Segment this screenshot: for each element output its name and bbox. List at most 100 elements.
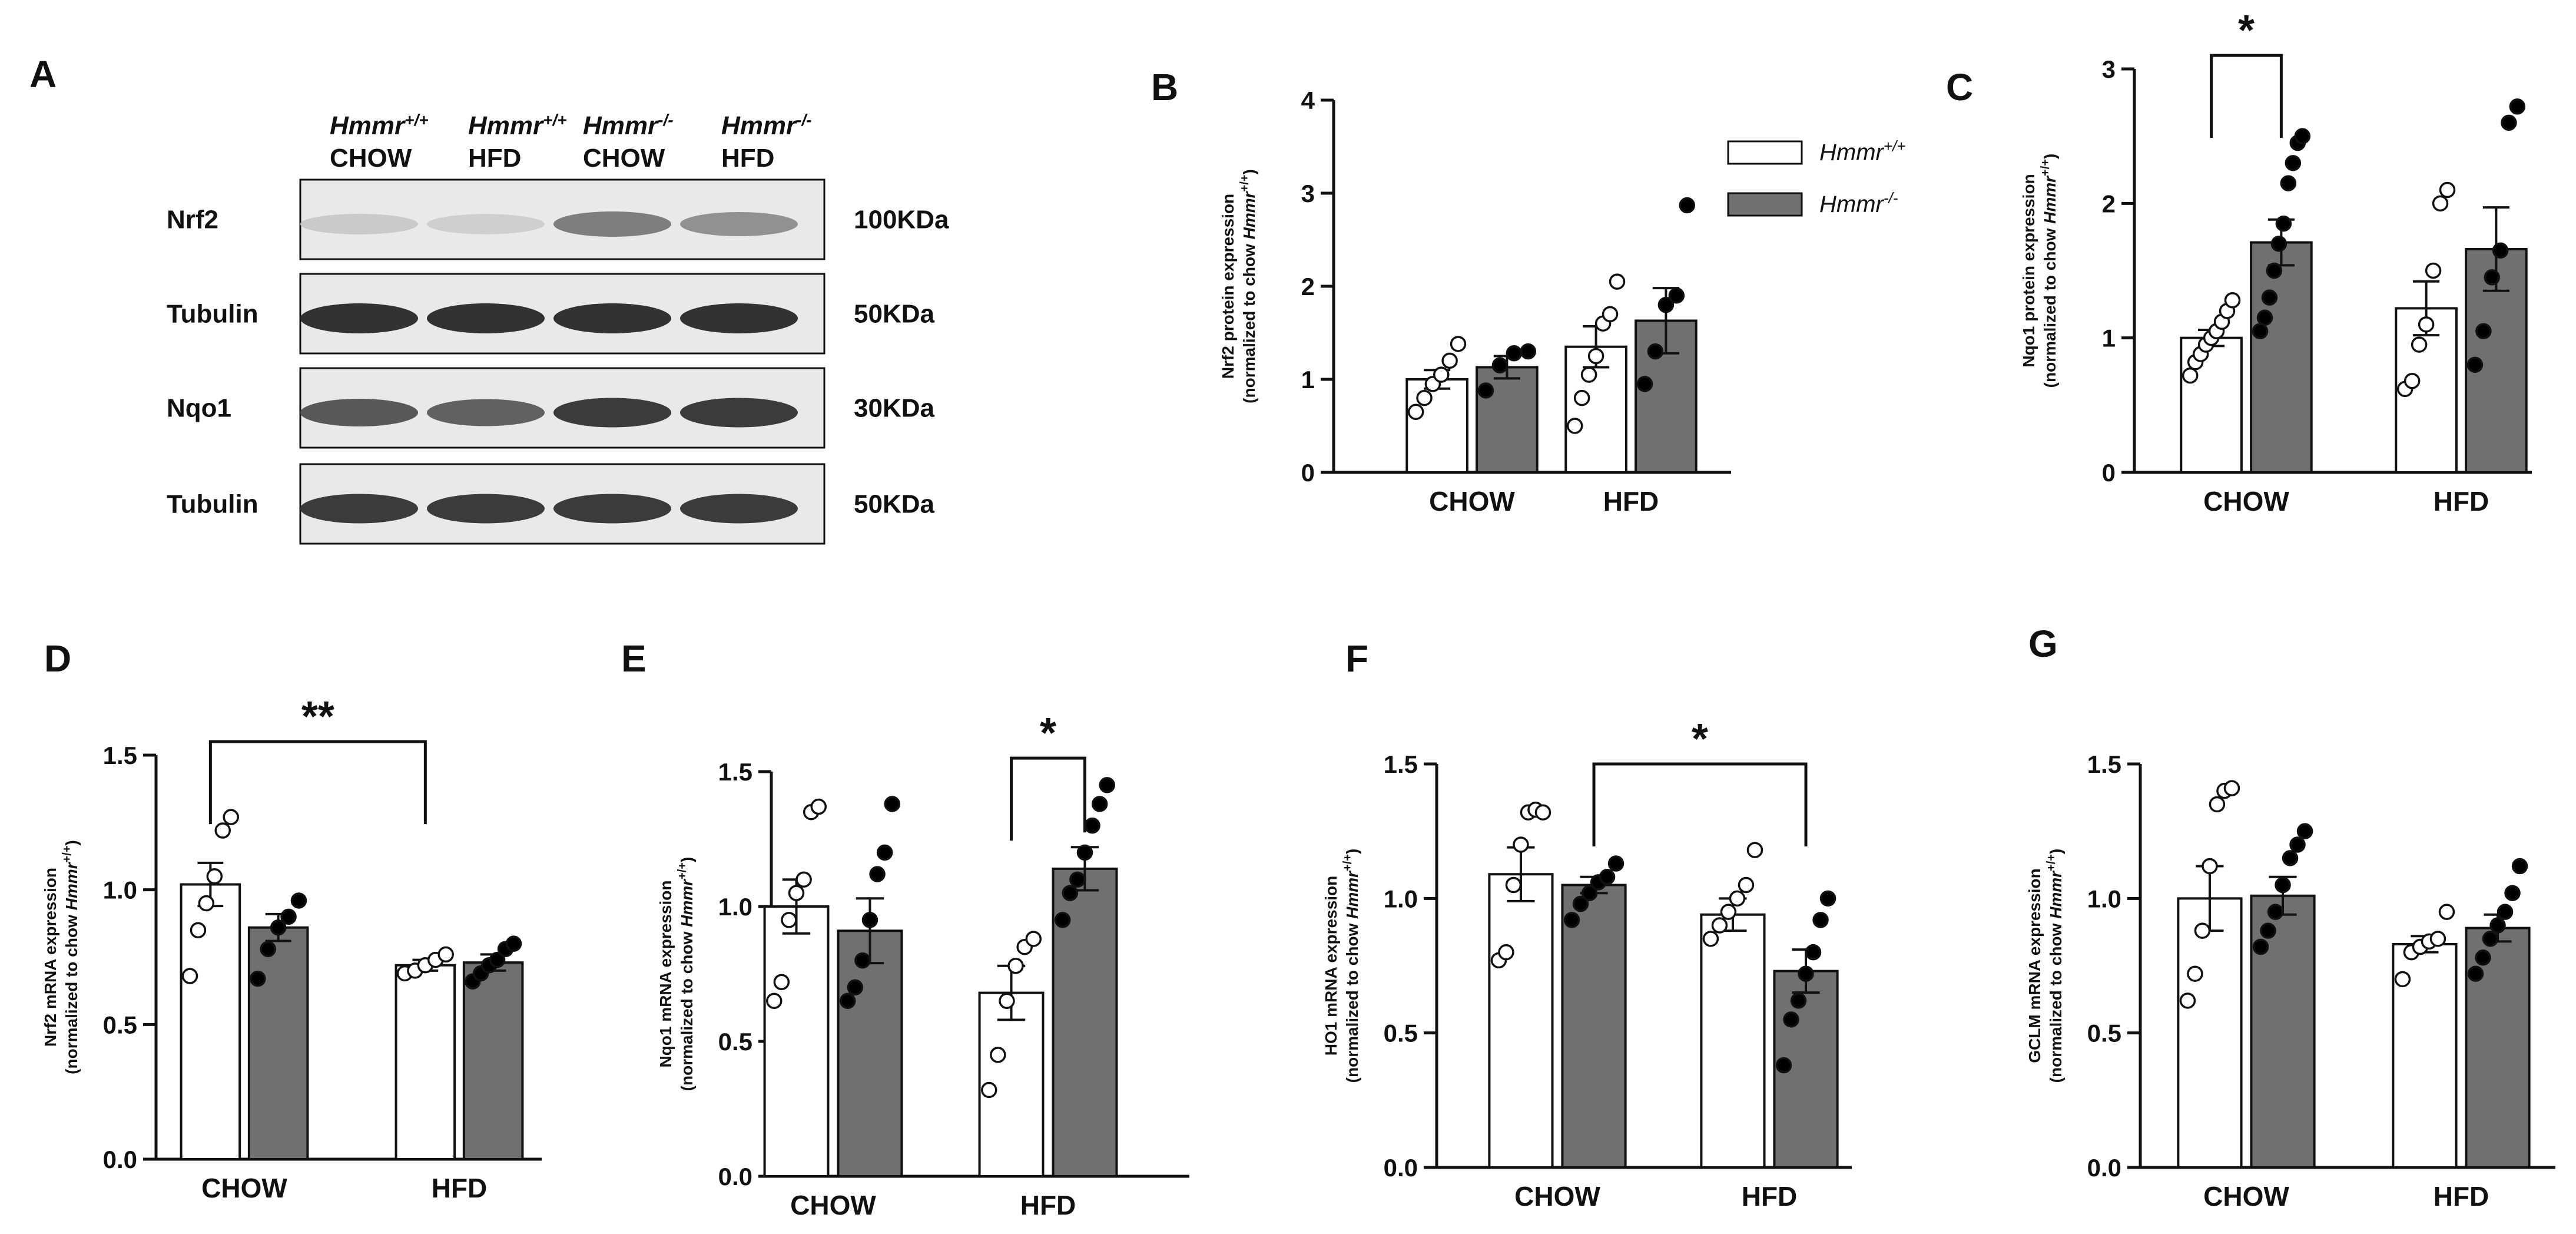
chart-d: D 0.0 0.5 1.0 1.5 Nrf2 mRNA expression (normal… — [41, 637, 542, 1203]
data-point — [2252, 938, 2269, 955]
x-category-label: CHOW — [790, 1190, 876, 1220]
data-point — [2432, 195, 2449, 212]
data-point — [1647, 343, 1664, 360]
blot-protein-0: Nrf2 — [167, 206, 218, 234]
bar-ko-chow — [2250, 241, 2313, 474]
data-point — [2266, 262, 2283, 279]
data-point — [1738, 876, 1755, 894]
y-tick-label: 0 — [1301, 459, 1315, 487]
data-point — [1416, 389, 1433, 406]
data-point — [2418, 316, 2435, 333]
data-point — [1746, 842, 1763, 858]
data-point — [1076, 844, 1093, 861]
data-point — [1636, 376, 1653, 392]
data-point — [980, 1081, 997, 1099]
data-point — [1798, 965, 1814, 982]
data-point — [2475, 323, 2492, 339]
data-point — [2501, 114, 2517, 131]
data-point — [1477, 382, 1494, 399]
lane-genotype-3: Hmmr-/- — [721, 111, 812, 141]
data-point — [280, 908, 297, 925]
data-point — [206, 868, 223, 885]
data-point — [1819, 890, 1836, 907]
y-tick-label: 4 — [1301, 87, 1315, 114]
chart-g: G 0.0 0.5 1.0 1.5 GCLM mRNA expression (normal… — [2025, 623, 2555, 1212]
data-point — [1534, 804, 1551, 821]
blot-size-2: 30KDa — [854, 394, 934, 423]
data-point — [2187, 965, 2203, 982]
y-tick-label: 1.5 — [103, 742, 137, 769]
data-point — [2223, 780, 2240, 796]
lane-genotype-0: Hmmr+/+ — [330, 111, 429, 141]
data-point — [884, 796, 901, 812]
data-point — [2411, 336, 2428, 353]
y-axis-label: Nqo1 protein expression (normalized to ch… — [2020, 154, 2059, 388]
bar-wt-hfd — [1564, 345, 1627, 474]
data-point — [2270, 236, 2287, 252]
blot-band-3-2 — [553, 494, 671, 524]
y-tick-label: 1.0 — [718, 893, 752, 921]
data-point — [1441, 352, 1458, 369]
y-tick-label: 1 — [1301, 366, 1315, 393]
data-point — [505, 935, 522, 952]
panel-label-e: E — [621, 637, 647, 680]
data-point — [1668, 287, 1685, 304]
data-point — [1587, 348, 1604, 365]
x-category-label: HFD — [2434, 1181, 2489, 1212]
data-point — [2296, 823, 2313, 839]
data-point — [1491, 357, 1509, 374]
legend-label-1: Hmmr-/- — [1819, 189, 1898, 217]
data-point — [788, 885, 805, 901]
data-point — [1025, 931, 1042, 947]
data-point — [2394, 971, 2411, 988]
y-tick-label: 2 — [1301, 273, 1315, 300]
data-point — [1609, 273, 1626, 290]
significance-bracket — [1592, 762, 1808, 846]
data-point — [1711, 917, 1728, 934]
y-tick-label: 0.0 — [1384, 1154, 1418, 1182]
blot-band-1-3 — [680, 303, 798, 333]
data-point — [1062, 885, 1079, 901]
data-point — [876, 844, 893, 861]
y-tick-label: 2 — [2102, 190, 2116, 217]
panel-label-c: C — [1946, 66, 1973, 108]
data-point — [2497, 904, 2514, 920]
y-tick-label: 1 — [2102, 325, 2116, 352]
data-point — [2482, 931, 2499, 947]
lane-diet-0: CHOW — [330, 144, 412, 173]
blot-size-1: 50KDa — [854, 300, 934, 329]
x-category-label: CHOW — [2203, 1181, 2289, 1212]
data-point — [1520, 343, 1537, 360]
legend-label-0: Hmmr+/+ — [1819, 137, 1905, 166]
bar-wt-chow — [763, 905, 830, 1177]
blot-band-0-2 — [553, 211, 671, 237]
lane-diet-2: CHOW — [583, 144, 665, 173]
y-tick-label: 0.5 — [2087, 1020, 2121, 1047]
y-tick-label: 0.5 — [1384, 1020, 1418, 1047]
data-point — [990, 1047, 1006, 1063]
data-point — [1084, 817, 1100, 834]
data-point — [214, 822, 231, 839]
data-point — [1069, 871, 1086, 888]
data-point — [2466, 356, 2484, 373]
panel-label-g: G — [2028, 623, 2058, 665]
y-tick-label: 0.5 — [718, 1028, 752, 1056]
data-point — [250, 970, 266, 987]
data-point — [1407, 403, 1424, 421]
data-point — [1433, 366, 1450, 383]
data-point — [2179, 993, 2196, 1009]
blot-protein-3: Tubulin — [167, 490, 258, 519]
data-point — [260, 941, 276, 958]
data-point — [1099, 777, 1116, 793]
data-point — [2429, 931, 2446, 947]
data-point — [1702, 931, 1719, 947]
blot-band-2-1 — [427, 399, 545, 426]
y-tick-label: 0 — [2102, 459, 2116, 487]
data-point — [1054, 912, 1071, 928]
x-category-label: CHOW — [2203, 486, 2289, 517]
data-point — [181, 968, 198, 984]
blot-band-3-3 — [680, 494, 798, 524]
y-axis-label: HO1 mRNA expression (normalized to chow H… — [1322, 849, 1361, 1083]
data-point — [847, 979, 864, 996]
data-point — [1657, 296, 1675, 313]
